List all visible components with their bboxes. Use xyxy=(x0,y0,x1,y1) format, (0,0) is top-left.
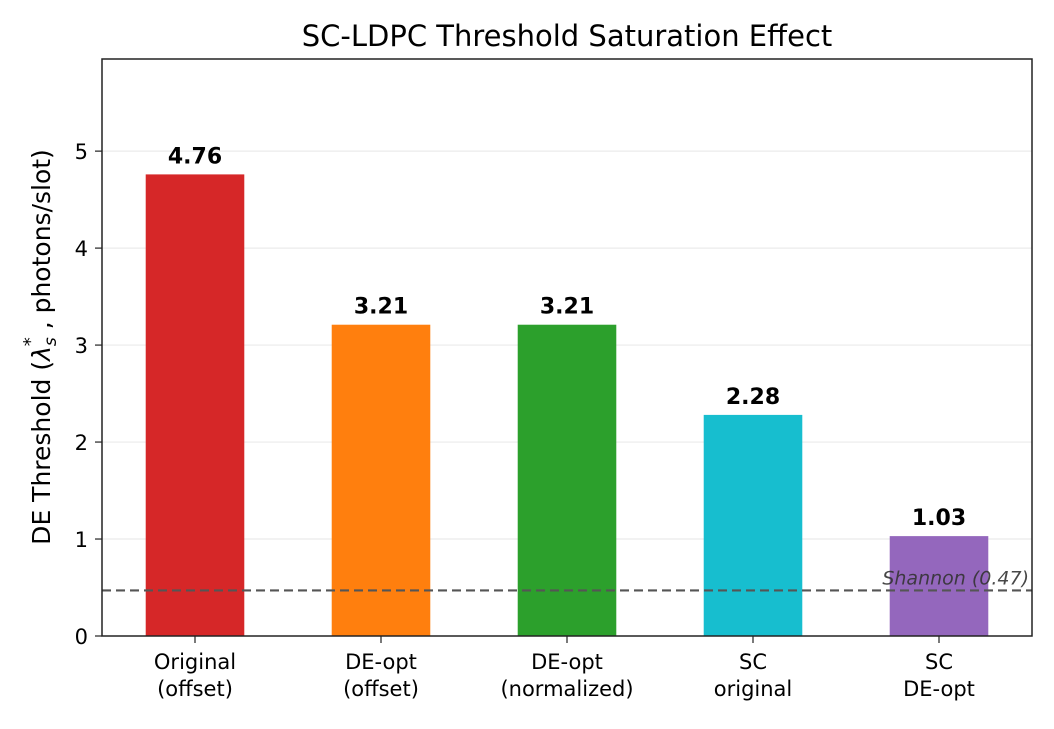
data-label: 3.21 xyxy=(540,295,594,320)
x-tick-label: DE-opt xyxy=(903,677,975,701)
data-label: 4.76 xyxy=(168,144,222,169)
y-tick-label: 4 xyxy=(75,237,88,261)
x-tick-label: (normalized) xyxy=(500,677,633,701)
reference-line: Shannon (0.47) xyxy=(102,567,1032,592)
y-tick-label: 2 xyxy=(75,431,88,455)
y-tick-label: 1 xyxy=(75,528,88,552)
y-axis: 0 1 2 3 4 5 xyxy=(75,140,102,649)
chart-title: SC-LDPC Threshold Saturation Effect xyxy=(302,19,833,53)
x-axis: Original (offset) DE-opt (offset) DE-opt (nor… xyxy=(154,636,975,701)
x-tick-label: DE-opt xyxy=(531,650,603,674)
x-tick-label: original xyxy=(714,677,793,701)
y-tick-label: 3 xyxy=(75,334,88,358)
bar xyxy=(331,324,431,636)
bar xyxy=(703,414,803,636)
shannon-label: Shannon (0.47) xyxy=(882,567,1029,589)
x-tick-label: (offset) xyxy=(157,677,233,701)
y-tick-label: 0 xyxy=(75,625,88,649)
x-tick-label: (offset) xyxy=(343,677,419,701)
x-tick-label: Original xyxy=(154,650,236,674)
y-axis-label: DE Threshold (λs* , photons/slot) xyxy=(20,149,61,545)
data-label: 2.28 xyxy=(726,385,780,410)
x-tick-label: SC xyxy=(925,650,953,674)
y-tick-label: 5 xyxy=(75,140,88,164)
bar xyxy=(517,324,617,636)
bar xyxy=(145,174,245,636)
data-label: 3.21 xyxy=(354,295,408,320)
bar xyxy=(889,536,989,636)
data-label: 1.03 xyxy=(912,506,966,531)
data-labels: 4.76 3.21 3.21 2.28 1.03 xyxy=(168,144,966,531)
x-tick-label: DE-opt xyxy=(345,650,417,674)
bars xyxy=(145,174,989,636)
x-tick-label: SC xyxy=(739,650,767,674)
